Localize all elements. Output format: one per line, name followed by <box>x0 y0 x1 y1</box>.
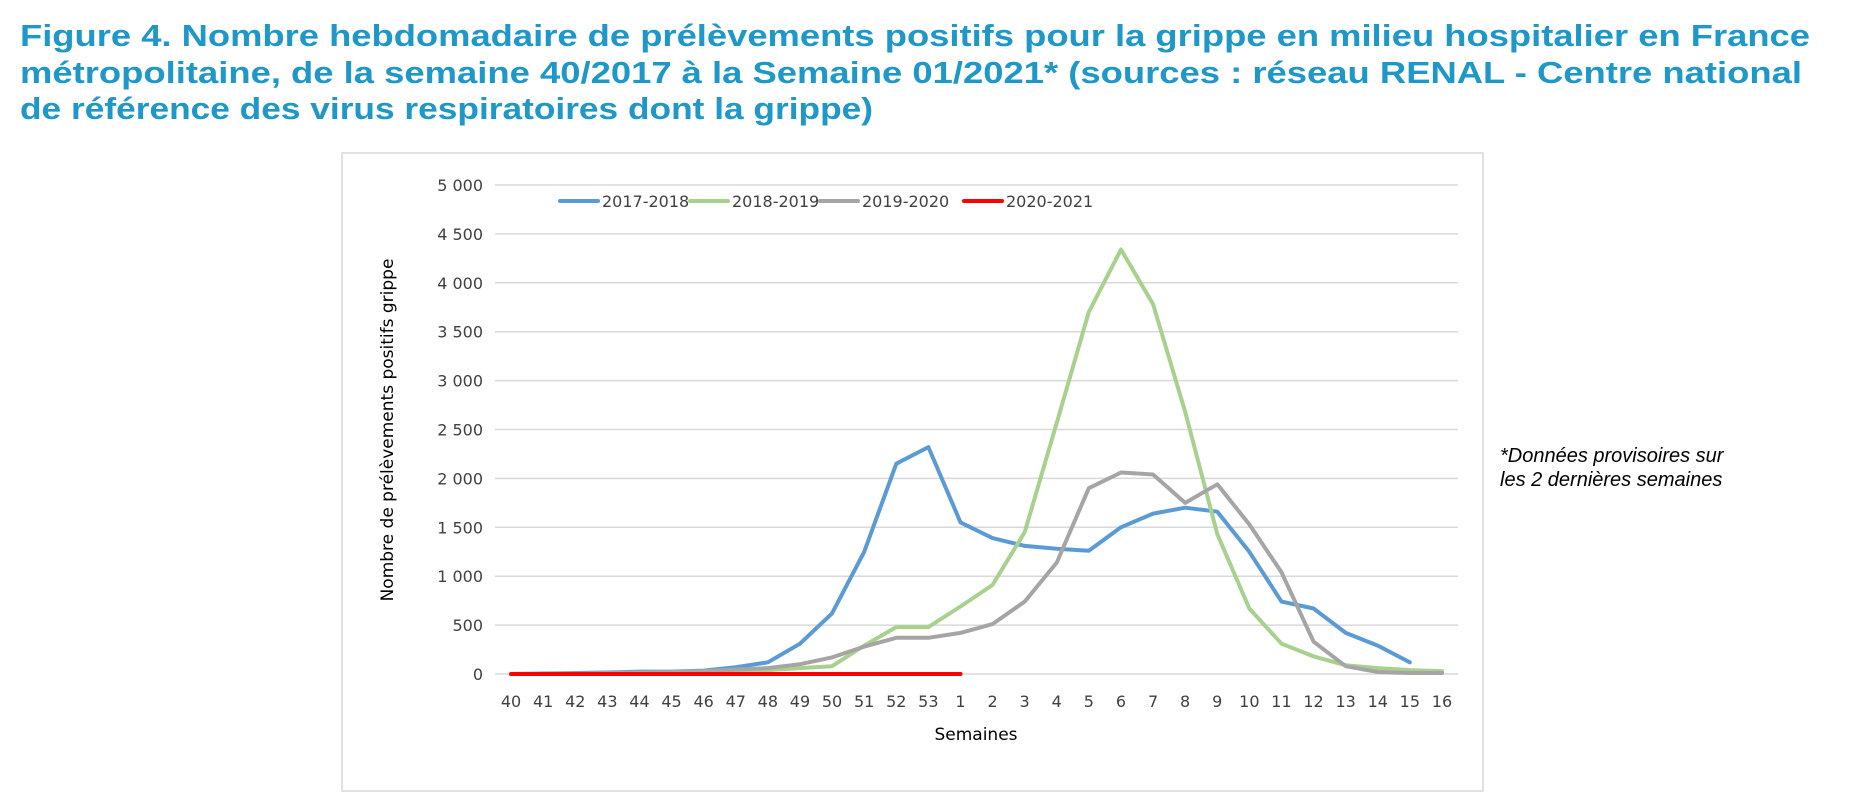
x-tick-label: 13 <box>1335 692 1355 711</box>
x-tick-label: 9 <box>1212 692 1222 711</box>
y-tick-label: 3 000 <box>437 372 483 391</box>
x-axis-label: Semaines <box>934 725 1017 745</box>
x-tick-label: 41 <box>533 692 553 711</box>
x-tick-label: 16 <box>1432 692 1452 711</box>
x-tick-label: 11 <box>1271 692 1291 711</box>
x-tick-label: 4 <box>1052 692 1062 711</box>
y-tick-label: 1 000 <box>437 567 483 586</box>
x-tick-label: 3 <box>1020 692 1030 711</box>
legend-label-2019-2020: 2019-2020 <box>862 192 949 211</box>
x-tick-label: 49 <box>790 692 810 711</box>
x-tick-label: 40 <box>501 692 521 711</box>
x-tick-label: 48 <box>758 692 778 711</box>
x-tick-label: 12 <box>1303 692 1323 711</box>
x-tick-label: 53 <box>918 692 938 711</box>
legend-label-2018-2019: 2018-2019 <box>732 192 819 211</box>
legend: 2017-2018 2018-2019 2019-2020 2020-2021 <box>558 192 1093 211</box>
x-axis-ticks: 40 41 42 43 44 45 46 47 48 49 50 51 52 53 1 2 3 4 5 6 7 8 9 10 1… <box>501 692 1452 711</box>
x-tick-label: 44 <box>629 692 649 711</box>
x-tick-label: 15 <box>1400 692 1420 711</box>
x-tick-label: 2 <box>987 692 997 711</box>
chart-frame <box>341 152 1484 792</box>
y-tick-label: 500 <box>452 616 483 635</box>
legend-label-2020-2021: 2020-2021 <box>1006 192 1093 211</box>
y-tick-label: 2 000 <box>437 469 483 488</box>
y-tick-label: 2 500 <box>437 421 483 440</box>
x-tick-label: 42 <box>565 692 585 711</box>
x-tick-label: 5 <box>1084 692 1094 711</box>
legend-label-2017-2018: 2017-2018 <box>602 192 689 211</box>
x-tick-label: 46 <box>693 692 713 711</box>
y-tick-label: 3 500 <box>437 323 483 342</box>
y-tick-label: 4 500 <box>437 225 483 244</box>
x-tick-label: 52 <box>886 692 906 711</box>
note-line-2: les 2 dernières semaines <box>1500 469 1722 491</box>
y-tick-label: 0 <box>473 665 483 684</box>
x-tick-label: 10 <box>1239 692 1259 711</box>
title-line-3: de référence des virus respiratoires don… <box>20 91 873 126</box>
x-tick-label: 6 <box>1116 692 1126 711</box>
note-line-1: *Données provisoires sur <box>1500 445 1725 467</box>
x-tick-label: 51 <box>854 692 874 711</box>
x-tick-label: 47 <box>726 692 746 711</box>
y-tick-label: 5 000 <box>437 176 483 195</box>
y-axis-ticks: 0 500 1 000 1 500 2 000 2 500 3 000 3 500 4 000 4… <box>437 176 483 684</box>
x-tick-label: 8 <box>1180 692 1190 711</box>
title-line-2: métropolitaine, de la semaine 40/2017 à … <box>20 55 1802 90</box>
x-tick-label: 45 <box>661 692 681 711</box>
x-tick-label: 43 <box>597 692 617 711</box>
x-tick-label: 14 <box>1368 692 1388 711</box>
x-tick-label: 7 <box>1148 692 1158 711</box>
x-tick-label: 1 <box>955 692 965 711</box>
y-tick-label: 4 000 <box>437 274 483 293</box>
y-axis-label: Nombre de prélèvements positifs grippe <box>378 259 398 602</box>
series-lines <box>509 247 1444 676</box>
x-tick-label: 50 <box>822 692 842 711</box>
y-tick-label: 1 500 <box>437 518 483 537</box>
title-line-1: Figure 4. Nombre hebdomadaire de prélève… <box>20 18 1810 53</box>
